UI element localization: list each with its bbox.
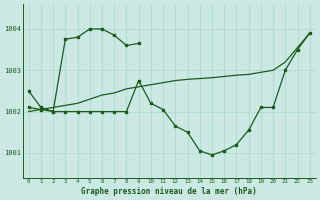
X-axis label: Graphe pression niveau de la mer (hPa): Graphe pression niveau de la mer (hPa) — [81, 187, 257, 196]
